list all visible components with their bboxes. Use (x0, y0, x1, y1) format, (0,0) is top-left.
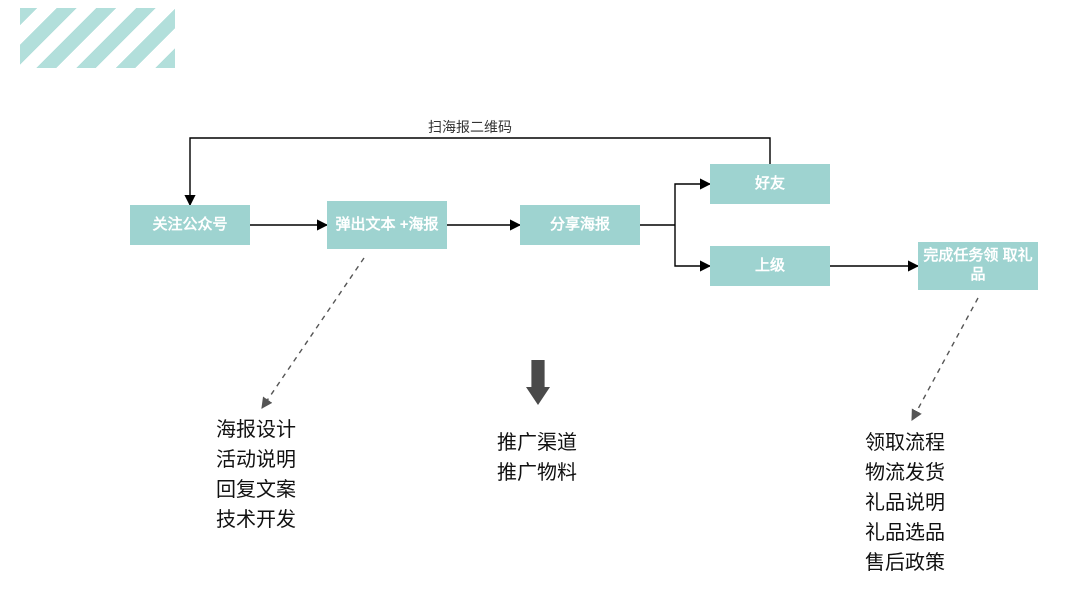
node-label: 关注公众号 (152, 216, 227, 235)
edge-feedback-label: 扫海报二维码 (428, 119, 512, 135)
annotation-a1: 海报设计 活动说明 回复文案 技术开发 (216, 415, 296, 535)
decor-stripes (20, 8, 175, 68)
node-n3: 分享海报 (520, 205, 640, 245)
annotation-a3: 领取流程 物流发货 礼品说明 礼品选品 售后政策 (865, 428, 945, 578)
node-label: 分享海报 (550, 216, 610, 235)
annotation-dash-a1 (262, 258, 364, 408)
node-label: 完成任务领 取礼品 (918, 247, 1038, 285)
edge-branch-n5 (675, 225, 710, 266)
node-label: 弹出文本 +海报 (336, 216, 439, 235)
annotation-arrow-a2 (526, 360, 550, 405)
diagram-stage: 扫海报二维码 关注公众号 弹出文本 +海报 分享海报 好友上级 完成任务领 取礼品海报设… (0, 0, 1080, 594)
edge-feedback (190, 138, 770, 205)
annotation-dash-a3 (912, 298, 978, 420)
edge-branch-n4 (675, 184, 710, 225)
node-label: 上级 (755, 257, 785, 276)
node-label: 好友 (755, 175, 785, 194)
node-n5: 上级 (710, 246, 830, 286)
node-n1: 关注公众号 (130, 205, 250, 245)
node-n6: 完成任务领 取礼品 (918, 242, 1038, 290)
annotation-a2: 推广渠道 推广物料 (497, 428, 577, 488)
node-n2: 弹出文本 +海报 (327, 201, 447, 249)
node-n4: 好友 (710, 164, 830, 204)
